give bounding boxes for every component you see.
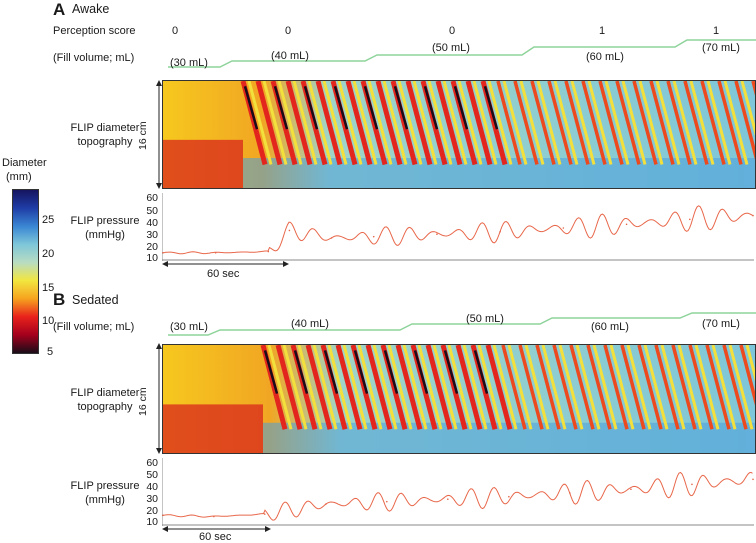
panel-b-ptick-50: 50 <box>146 469 158 481</box>
panel-b-time-scale: 60 sec <box>199 531 232 543</box>
pressA-point-11 <box>752 214 754 217</box>
panel-a-fill-steps <box>168 39 756 68</box>
pressA-point-5 <box>372 235 375 238</box>
pressB-point-5 <box>447 498 449 500</box>
panel-a-pressure-label-line1: FLIP pressure <box>70 215 140 227</box>
panel-b-pressure-label-line2: (mmHg) <box>85 494 125 506</box>
panel-a-time-scale: 60 sec <box>207 268 240 280</box>
pressB-point-2 <box>263 513 266 515</box>
colorbar-unit: (mm) <box>6 171 32 183</box>
panel-a-fill-30: (30 mL) <box>170 57 208 69</box>
pressA-point-6 <box>436 233 438 235</box>
panel-b-pressure-plot <box>162 458 754 526</box>
panel-a-fill-40: (40 mL) <box>271 50 309 62</box>
panel-a-ptick-20: 20 <box>146 241 158 253</box>
colorbar-title: Diameter <box>2 157 47 169</box>
panel-a-fill-50: (50 mL) <box>432 42 470 54</box>
pressB-point-10 <box>752 478 754 481</box>
panel-b-fill-steps <box>168 312 756 336</box>
panel-b-length-arrow <box>156 343 162 454</box>
perception-score-2: 0 <box>284 25 292 37</box>
pressA-point-1 <box>214 252 217 254</box>
panel-a-length-arrow <box>156 80 162 189</box>
pressA-point-10 <box>688 218 691 221</box>
panel-a-pressure-label: FLIP pressure (mmHg) <box>57 214 153 242</box>
panel-b-letter: B <box>53 290 66 309</box>
heatB-svg <box>163 345 755 453</box>
panel-b-fill-30: (30 mL) <box>170 321 208 333</box>
panel-a-diameter-topography <box>162 80 756 189</box>
panel-b-ptick-10: 10 <box>146 516 158 528</box>
panel-a-fill-60: (60 mL) <box>586 51 624 63</box>
pressA-point-4 <box>330 237 333 239</box>
panel-b-pressure-label: FLIP pressure (mmHg) <box>57 479 153 507</box>
pressB-point-9 <box>691 483 693 486</box>
colorbar-tick-25: 25 <box>42 214 55 226</box>
panel-a-topo-label: FLIP diameter topography <box>57 121 153 149</box>
perception-score-5: 1 <box>712 25 720 37</box>
panel-b-topo-label-line1: FLIP diameter <box>70 387 140 399</box>
pressB-point-3 <box>324 503 327 505</box>
panel-b-pressure-label-line1: FLIP pressure <box>70 480 140 492</box>
perception-score-1: 0 <box>171 25 179 37</box>
heatA-svg <box>163 81 755 188</box>
perception-score-4: 1 <box>598 25 606 37</box>
panel-b-fill-50: (50 mL) <box>466 313 504 325</box>
pressA-point-9 <box>625 223 628 226</box>
diameter-colorbar <box>12 189 39 354</box>
panel-a-pressure-plot <box>162 193 754 261</box>
panel-a-length-label: 16 cm <box>137 121 149 150</box>
pressA-point-2 <box>267 250 270 253</box>
pressB-point-4 <box>385 500 388 503</box>
panel-b-fill-60: (60 mL) <box>591 321 629 333</box>
panel-a-ptick-60: 60 <box>146 192 158 204</box>
pressB-point-8 <box>630 488 632 491</box>
panel-b-title: Sedated <box>72 293 119 307</box>
pressB-point-0 <box>162 514 164 517</box>
panel-a-fill-70: (70 mL) <box>702 42 740 54</box>
panel-b-ptick-40: 40 <box>146 481 158 493</box>
panel-b-ptick-60: 60 <box>146 457 158 469</box>
pressB-point-1 <box>213 515 215 518</box>
panel-a-ptick-50: 50 <box>146 205 158 217</box>
panel-b-length-label: 16 cm <box>137 387 149 416</box>
panel-b-fill-label: (Fill volume; mL) <box>53 321 135 333</box>
colorbar-tick-20: 20 <box>42 248 55 260</box>
panel-a-ptick-10: 10 <box>146 252 158 264</box>
colorbar-tick-10: 10 <box>42 315 55 327</box>
perception-score-3: 0 <box>448 25 456 37</box>
panel-a-time-scale-arrow <box>162 261 289 267</box>
panel-b-fill-70: (70 mL) <box>702 318 740 330</box>
panel-a-topo-label-line2: topography <box>77 136 133 148</box>
pressA-series-line <box>162 205 753 255</box>
panel-b-topo-label-line2: topography <box>77 401 133 413</box>
pressA-point-0 <box>162 252 164 254</box>
panel-b-ptick-20: 20 <box>146 505 158 517</box>
pressA-point-3 <box>288 229 291 232</box>
panel-a-letter: A <box>53 0 66 19</box>
colorbar-tick-5: 5 <box>47 346 54 358</box>
panel-b-diameter-topography <box>162 344 756 454</box>
pressA-point-7 <box>499 230 501 233</box>
panel-a-pressure-label-line2: (mmHg) <box>85 229 125 241</box>
pressB-point-7 <box>569 492 571 494</box>
panel-a-topo-label-line1: FLIP diameter <box>70 122 140 134</box>
panel-a-fill-label: (Fill volume; mL) <box>53 52 135 64</box>
perception-score-label: Perception score <box>53 25 136 37</box>
panel-a-title: Awake <box>72 2 110 16</box>
panel-a-ptick-40: 40 <box>146 217 158 229</box>
panel-b-ptick-30: 30 <box>146 493 158 505</box>
panel-a-ptick-30: 30 <box>146 229 158 241</box>
panel-b-fill-40: (40 mL) <box>291 318 329 330</box>
colorbar-tick-15: 15 <box>42 282 55 294</box>
pressB-point-6 <box>508 495 510 498</box>
pressA-point-8 <box>562 227 565 229</box>
pressB-series-line <box>162 471 753 521</box>
panel-b-topo-label: FLIP diameter topography <box>57 386 153 414</box>
panel-b-time-scale-arrow <box>162 526 271 532</box>
